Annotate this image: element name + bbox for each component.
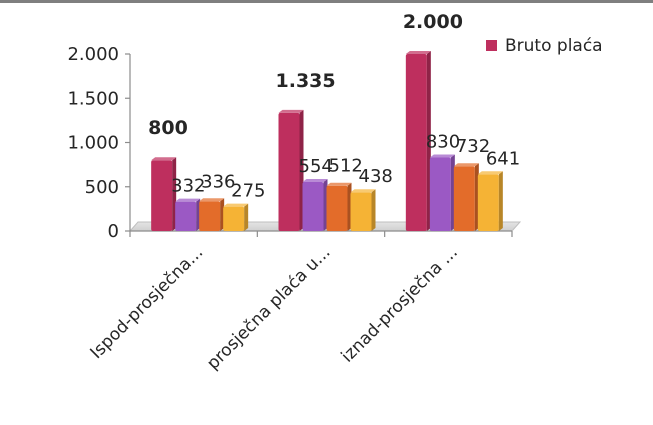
bar [453, 166, 475, 231]
data-label: 512 [329, 156, 363, 177]
bar-top [302, 178, 328, 182]
bar [151, 160, 173, 231]
x-tick-label: prosječna plaća u... [203, 242, 334, 373]
bar-top [278, 109, 304, 113]
bar [429, 157, 451, 231]
y-tick-label: 500 [85, 177, 119, 198]
bar-side [244, 203, 249, 231]
data-label: 641 [486, 148, 520, 169]
bar-side [371, 189, 376, 231]
data-label: 332 [171, 176, 205, 197]
bar-top [429, 154, 455, 158]
data-label: 800 [148, 117, 188, 139]
bar-top [223, 203, 249, 207]
bar [199, 201, 221, 231]
legend-label: Bruto plaća [505, 36, 603, 56]
data-label: 830 [426, 132, 460, 153]
data-label: 732 [456, 136, 490, 157]
data-label: 2.000 [403, 11, 463, 33]
bar-side [498, 171, 503, 231]
bar-top [350, 189, 376, 193]
bar-top [405, 51, 431, 54]
bar [405, 54, 427, 231]
data-label: 1.335 [276, 70, 336, 92]
bar-top [175, 198, 201, 202]
bar-top [151, 157, 177, 161]
bar [302, 181, 324, 231]
data-label: 336 [201, 171, 235, 192]
bar-top [326, 182, 352, 186]
bar [175, 201, 197, 231]
bar-top [453, 163, 479, 167]
bar [477, 174, 499, 231]
data-label: 554 [299, 156, 333, 177]
top-border [0, 0, 653, 3]
bar [350, 192, 372, 231]
bar [278, 112, 300, 231]
data-label: 438 [359, 166, 393, 187]
bar [223, 206, 245, 231]
bars [151, 51, 503, 231]
x-tick-label: Ispod-prosječna... [87, 242, 208, 363]
legend-swatch [486, 40, 497, 51]
y-tick-label: 1.000 [67, 133, 119, 154]
bar [326, 185, 348, 231]
bar-top [199, 198, 225, 202]
bar-top [477, 171, 503, 175]
legend: Bruto plaća [486, 36, 603, 56]
data-label: 275 [231, 181, 265, 202]
y-tick-label: 1.500 [67, 88, 119, 109]
y-tick-label: 2.000 [67, 44, 119, 65]
y-tick-label: 0 [108, 221, 119, 242]
x-tick-label: iznad-prosječna ... [338, 242, 462, 366]
